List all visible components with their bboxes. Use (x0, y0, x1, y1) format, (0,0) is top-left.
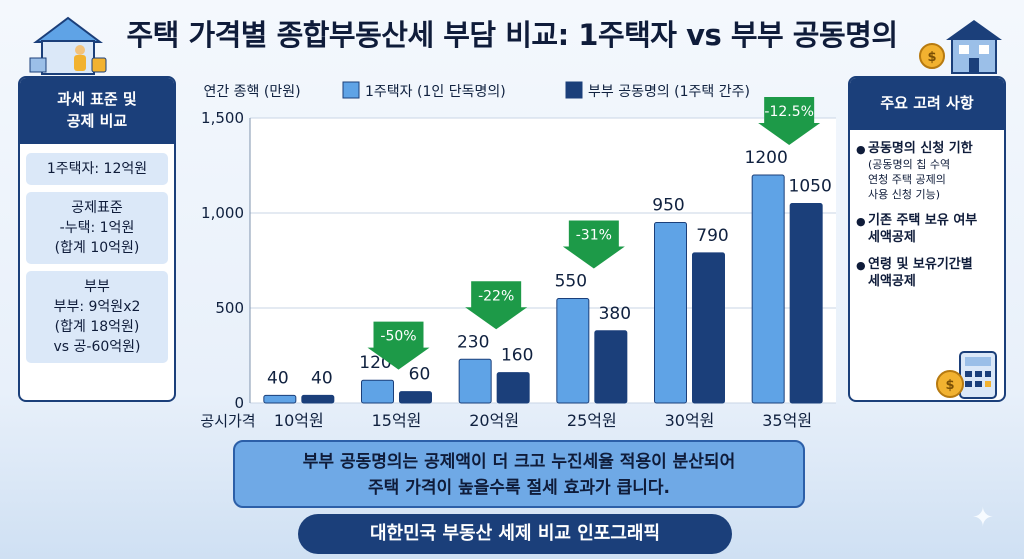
y-tick-label: 1,000 (201, 204, 244, 222)
tax-base-heading-line2: 공제 비교 (66, 112, 128, 130)
bar-single (654, 222, 687, 404)
family-house-icon (29, 16, 107, 75)
bullet-icon: ● (856, 259, 866, 272)
deduction-line1: 공제표준 (71, 200, 123, 216)
consideration-item: ● 연령 및 보유기간별 세액공제 (850, 256, 1004, 290)
bar-joint (692, 252, 725, 404)
consideration-detail: 세액공제 (868, 230, 916, 245)
y-axis-label: 연간 종핵 (만원) (203, 84, 300, 100)
deduction-line2: -누택: 1억원 (59, 220, 135, 236)
tax-base-panel: 과세 표준 및 공제 비교 1주택자: 12억원 공제표준 -누택: 1억원 (… (18, 76, 176, 402)
x-tick-label: 35억원 (762, 411, 812, 430)
consideration-title: 공동명의 신청 기한 (868, 141, 973, 156)
reduction-arrow-icon (758, 97, 821, 145)
bar-single (361, 379, 394, 404)
bar-value-label: 60 (409, 365, 431, 385)
bar-value-label: 790 (696, 226, 728, 246)
money-calculator-icon: $ (936, 351, 997, 399)
bar-single (458, 358, 492, 404)
bar-single (751, 174, 785, 404)
single-owner-box: 1주택자: 12억원 (26, 153, 168, 185)
consideration-detail: 세액공제 (868, 274, 916, 289)
consideration-item: ● 기존 주택 보유 여부 세액공제 (850, 212, 1004, 246)
couple-line2: 부부: 9억원x2 (53, 299, 141, 315)
bar-value-label: 230 (457, 332, 489, 352)
bar-value-label: 380 (599, 304, 631, 324)
couple-box: 부부 부부: 9억원x2 (합계 18억원) vs 공-60억원) (26, 271, 168, 363)
reduction-arrow-icon (465, 281, 528, 330)
x-tick-label: 25억원 (567, 411, 617, 430)
considerations-panel: 주요 고려 사항 ● 공동명의 신청 기한 (공동명의 칩 수역 연청 주택 공… (848, 76, 1006, 402)
consideration-detail: 사용 신청 기능) (868, 188, 941, 201)
page-title: 주택 가격별 종합부동산세 부담 비교: 1주택자 vs 부부 공동명의 (126, 18, 898, 52)
reduction-label: -12.5% (764, 104, 814, 120)
bar-joint (496, 372, 530, 404)
reduction-arrow-icon (367, 321, 430, 370)
bar-value-label: 40 (267, 368, 289, 388)
legend-label: 부부 공동명의 (1주택 간주) (588, 84, 750, 100)
house-coin-icon: $ (919, 20, 1002, 74)
couple-line3: (합계 18억원) (54, 319, 140, 335)
consideration-detail: 연청 주택 공제의 (868, 173, 946, 186)
bar-value-label: 40 (311, 368, 333, 388)
x-axis-label: 공시가격 (200, 412, 255, 430)
x-tick-label: 20억원 (469, 411, 519, 430)
summary-line1: 부부 공동명의는 공제액이 더 크고 누진세율 적용이 분산되어 (302, 452, 736, 472)
consideration-title: 기존 주택 보유 여부 (868, 213, 978, 228)
legend-swatch (342, 81, 360, 99)
legend-swatch (565, 81, 583, 99)
x-tick-label: 30억원 (665, 411, 715, 430)
footer-banner: 대한민국 부동산 세제 비교 인포그래픽 (298, 514, 732, 554)
bullet-icon: ● (856, 143, 866, 156)
deduction-line3: (합계 10억원) (54, 240, 140, 256)
y-tick-label: 500 (215, 299, 244, 317)
bar-single (263, 394, 297, 404)
bar-joint (399, 391, 432, 404)
tax-base-heading-line1: 과세 표준 및 (57, 90, 137, 108)
reduction-arrow-icon (562, 220, 625, 269)
considerations-heading: 주요 고려 사항 (850, 78, 1004, 130)
couple-line4: vs 공-60억원) (53, 339, 141, 355)
bullet-icon: ● (856, 215, 866, 228)
couple-line1: 부부 (84, 279, 110, 295)
tax-base-heading: 과세 표준 및 공제 비교 (20, 78, 174, 144)
svg-text:$: $ (945, 378, 954, 393)
svg-text:$: $ (927, 50, 936, 65)
bar-single (556, 298, 590, 404)
deduction-box: 공제표준 -누택: 1억원 (합계 10억원) (26, 192, 168, 264)
bar-value-label: 1050 (789, 177, 832, 197)
x-tick-label: 15억원 (372, 411, 422, 430)
legend-label: 1주택자 (1인 단독명의) (365, 84, 506, 100)
bar-joint (789, 203, 823, 404)
summary-line2: 주택 가격이 높을수록 절세 효과가 큽니다. (368, 478, 670, 498)
reduction-label: -50% (380, 329, 416, 345)
plot-area (250, 118, 836, 403)
reduction-label: -22% (478, 288, 514, 304)
bar-value-label: 1200 (745, 148, 788, 168)
consideration-item: ● 공동명의 신청 기한 (공동명의 칩 수역 연청 주택 공제의 사용 신청 … (850, 140, 1004, 202)
x-tick-label: 10억원 (274, 411, 324, 430)
consideration-title: 연령 및 보유기간별 (868, 257, 973, 272)
y-tick-label: 1,500 (201, 109, 244, 127)
single-owner-text: 1주택자: 12억원 (46, 161, 148, 177)
reduction-label: -31% (576, 228, 612, 244)
tax-comparison-chart: 0 500 1,000 1,500 연간 종핵 (만원) 1주택자 (1인 단독명의) 부부… (200, 81, 836, 430)
bar-value-label: 550 (555, 272, 587, 292)
bar-joint (301, 394, 335, 404)
bar-value-label: 160 (501, 346, 533, 366)
summary-box: 부부 공동명의는 공제액이 더 크고 누진세율 적용이 분산되어 주택 가격이 … (233, 440, 805, 508)
sparkle-icon: ✦ (972, 503, 994, 533)
y-tick-label: 0 (234, 394, 244, 412)
consideration-detail: (공동명의 칩 수역 (868, 158, 951, 171)
bar-value-label: 950 (652, 196, 684, 216)
bar-joint (594, 330, 628, 404)
